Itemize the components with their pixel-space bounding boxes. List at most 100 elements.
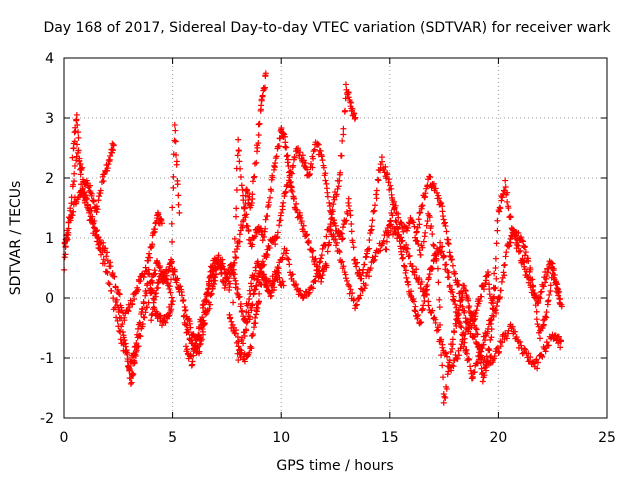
data-point [353,263,360,270]
data-point [492,264,499,271]
data-point [358,275,365,282]
data-point [398,251,405,258]
data-point [76,158,83,165]
data-point [127,359,134,366]
data-point [204,290,211,297]
data-point [186,320,193,327]
data-point [478,365,485,372]
data-point [354,259,361,266]
data-point [479,378,486,385]
data-point [336,177,343,184]
data-point [423,291,430,298]
data-point [414,315,421,322]
data-point [168,220,175,227]
data-point [227,314,234,321]
data-point [97,187,104,194]
data-point [374,176,381,183]
data-point [232,330,239,337]
data-point [534,365,541,372]
data-point [149,287,156,294]
data-point [285,156,292,163]
data-point [430,241,437,248]
data-point [299,152,306,159]
data-point [183,322,190,329]
data-point [169,238,176,245]
data-point [201,309,208,316]
data-point [241,358,248,365]
data-point [109,146,116,153]
data-point [168,276,175,283]
data-point [285,256,292,263]
data-point [439,362,446,369]
data-point [278,209,285,216]
data-point [326,199,333,206]
data-point [256,120,263,127]
data-point [201,298,208,305]
data-point [543,275,550,282]
data-point [458,341,465,348]
data-point [558,303,565,310]
data-point [290,162,297,169]
data-point [481,372,488,379]
data-point [452,301,459,308]
data-point [409,218,416,225]
data-point [153,290,160,297]
data-point [385,231,392,238]
data-point [338,230,345,237]
data-point [352,114,359,121]
data-point [283,144,290,151]
data-point [314,263,321,270]
data-point [454,355,461,362]
data-point [333,191,340,198]
data-point [235,338,242,345]
data-point [556,295,563,302]
data-point [472,325,479,332]
data-point [312,255,319,262]
data-point [348,99,355,106]
data-point [318,153,325,160]
data-point [497,205,504,212]
data-point [237,165,244,172]
y-tick-label: 4 [45,51,54,67]
data-point [236,293,243,300]
data-point [282,250,289,257]
data-point [521,252,528,259]
data-point [545,297,552,304]
data-point [465,297,472,304]
data-point [248,280,255,287]
data-point [507,214,514,221]
data-point [323,233,330,240]
data-point [202,296,209,303]
data-point [245,300,252,307]
data-point [543,339,550,346]
data-point [472,310,479,317]
data-point [234,152,241,159]
data-point [537,335,544,342]
data-point [332,236,339,243]
data-point [505,327,512,334]
data-point [405,281,412,288]
data-point [318,252,325,259]
data-point [196,348,203,355]
data-point [429,231,436,238]
data-point [497,287,504,294]
data-point [403,274,410,281]
data-point [338,258,345,265]
data-point [75,129,82,136]
data-point [377,247,384,254]
data-point [234,243,241,250]
data-point [148,317,155,324]
data-point [242,214,249,221]
data-point [121,337,128,344]
data-point [117,336,124,343]
series-trace-7 [234,139,565,382]
data-point [236,238,243,245]
series-trace-3 [61,186,165,324]
data-point [415,311,422,318]
data-point [337,169,344,176]
data-point [363,253,370,260]
data-point [90,198,97,205]
data-point [171,121,178,128]
x-tick-label: 25 [598,430,616,446]
data-point [257,263,264,270]
